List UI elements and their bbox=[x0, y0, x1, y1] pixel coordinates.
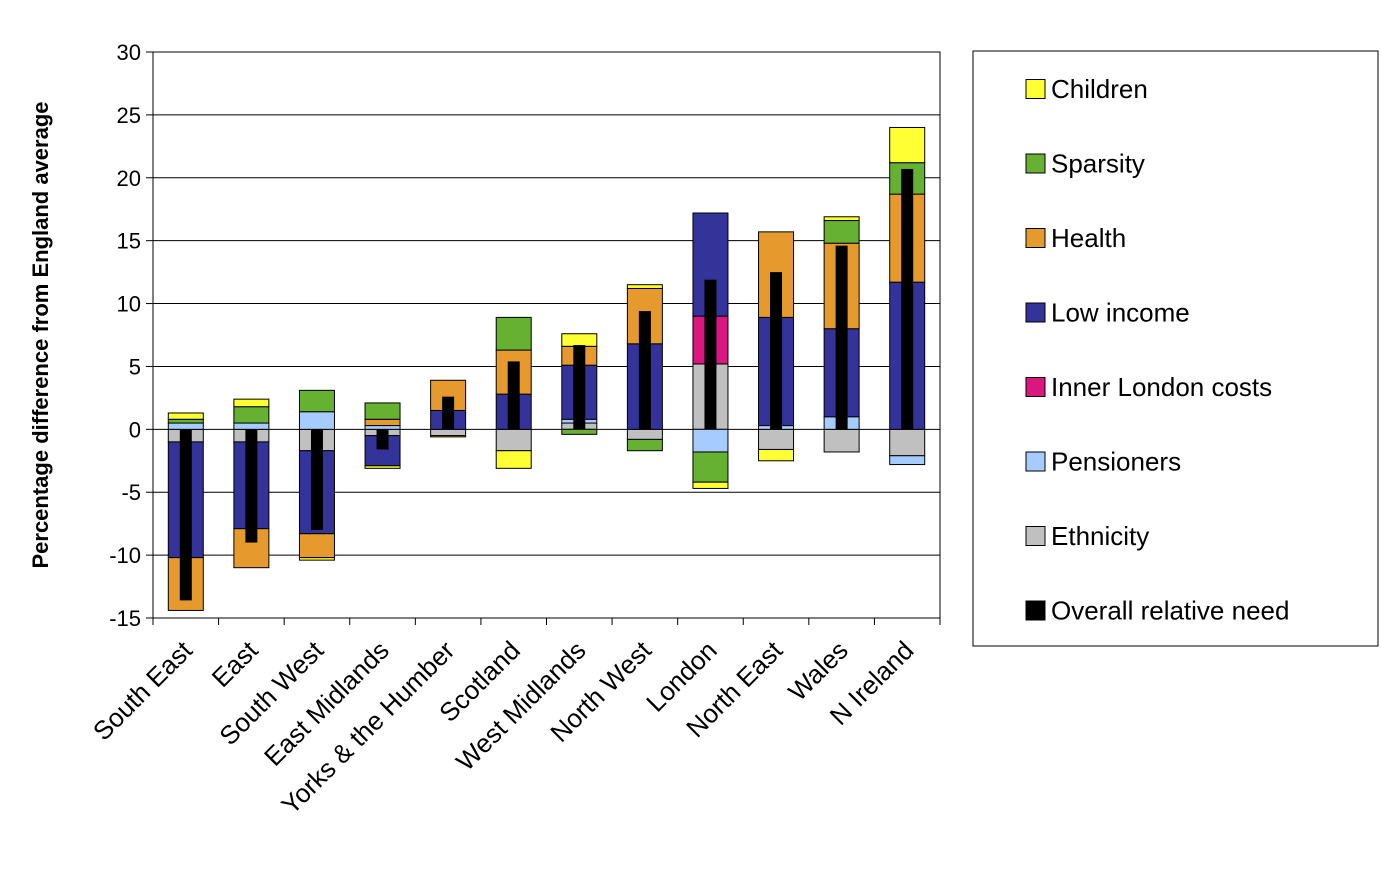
y-tick-label: -15 bbox=[109, 606, 141, 631]
bar-segment bbox=[233, 406, 270, 424]
y-axis-label: Percentage difference from England avera… bbox=[28, 101, 53, 568]
x-tick-label: South East bbox=[87, 634, 199, 746]
overall-bar bbox=[835, 245, 848, 430]
legend-swatch bbox=[1025, 228, 1046, 248]
bar-segment bbox=[495, 428, 532, 452]
x-tick-label: East bbox=[206, 634, 265, 693]
bar-segment bbox=[233, 398, 270, 408]
bar-segment bbox=[167, 412, 204, 420]
y-tick-label: -10 bbox=[109, 543, 141, 568]
y-tick-label: 15 bbox=[117, 229, 141, 254]
y-tick-label: 10 bbox=[117, 292, 141, 317]
overall-bar bbox=[179, 429, 192, 601]
bar-segment bbox=[626, 428, 663, 440]
legend-swatch bbox=[1025, 526, 1046, 546]
y-tick-label: 0 bbox=[129, 417, 141, 442]
y-axis: 30 25 20 15 10 5 0 -5 -10 -15 bbox=[109, 40, 153, 631]
overall-bar bbox=[573, 345, 586, 430]
bar-segment bbox=[167, 422, 204, 430]
overall-bar bbox=[310, 429, 323, 530]
bar-segment bbox=[692, 481, 729, 489]
overall-bar bbox=[376, 429, 389, 450]
bar-segment bbox=[561, 333, 598, 347]
bar-segment bbox=[495, 450, 532, 469]
bar-segment bbox=[364, 425, 401, 430]
legend-label: Pensioners bbox=[1051, 447, 1181, 477]
legend-box bbox=[972, 50, 1379, 647]
legend-swatch bbox=[1025, 451, 1046, 472]
bar-segment bbox=[364, 402, 401, 420]
bar-segment bbox=[889, 126, 926, 164]
bar-segment bbox=[364, 465, 401, 469]
bar-segment bbox=[626, 284, 663, 289]
y-tick-label: -5 bbox=[121, 480, 141, 505]
overall-bars bbox=[179, 168, 914, 601]
bar-segment bbox=[758, 428, 795, 450]
bar-segment bbox=[167, 418, 204, 424]
y-tick-label: 30 bbox=[117, 40, 141, 65]
plot-area bbox=[153, 52, 940, 618]
legend-label: Ethnicity bbox=[1051, 521, 1149, 551]
overall-bar bbox=[770, 272, 783, 430]
bar-segment bbox=[823, 428, 860, 453]
bar-segment bbox=[889, 455, 926, 466]
bar-segment bbox=[364, 418, 401, 427]
legend-swatch bbox=[1025, 600, 1046, 621]
overall-bar bbox=[638, 311, 651, 430]
overall-bar bbox=[704, 279, 717, 430]
bar-segment bbox=[495, 316, 532, 351]
legend-swatch bbox=[1025, 377, 1046, 397]
legend-label: Sparsity bbox=[1051, 149, 1145, 179]
bar-segment bbox=[561, 428, 598, 435]
bar-segment bbox=[692, 451, 729, 483]
bar-segment bbox=[430, 428, 467, 437]
bar-segment bbox=[823, 216, 860, 222]
legend-label: Health bbox=[1051, 223, 1126, 253]
bar-segment bbox=[889, 428, 926, 457]
bar-segment bbox=[430, 435, 467, 438]
overall-bar bbox=[442, 396, 455, 430]
legend-label: Inner London costs bbox=[1051, 372, 1272, 402]
y-tick-label: 20 bbox=[117, 166, 141, 191]
bar-segment bbox=[626, 438, 663, 452]
bar-segment bbox=[298, 557, 335, 561]
overall-bar bbox=[507, 361, 520, 430]
bar-segment bbox=[298, 411, 335, 430]
overall-bar bbox=[901, 168, 914, 430]
bar-segment bbox=[823, 220, 860, 244]
bar-segment bbox=[758, 448, 795, 462]
y-tick-label: 25 bbox=[117, 103, 141, 128]
legend-swatch bbox=[1025, 79, 1046, 99]
overall-bar bbox=[245, 429, 258, 543]
legend-label: Low income bbox=[1051, 298, 1190, 328]
legend: Children Sparsity Health Low income Inner Lo… bbox=[972, 50, 1379, 647]
bar-segment bbox=[298, 533, 335, 559]
legend-swatch bbox=[1025, 153, 1046, 174]
bar-segment bbox=[692, 428, 729, 453]
y-tick-label: 5 bbox=[129, 354, 141, 379]
legend-swatch bbox=[1025, 302, 1046, 323]
legend-label: Children bbox=[1051, 74, 1148, 104]
legend-label: Overall relative need bbox=[1051, 596, 1289, 626]
bar-segment bbox=[233, 422, 270, 430]
bar-segment bbox=[298, 389, 335, 413]
